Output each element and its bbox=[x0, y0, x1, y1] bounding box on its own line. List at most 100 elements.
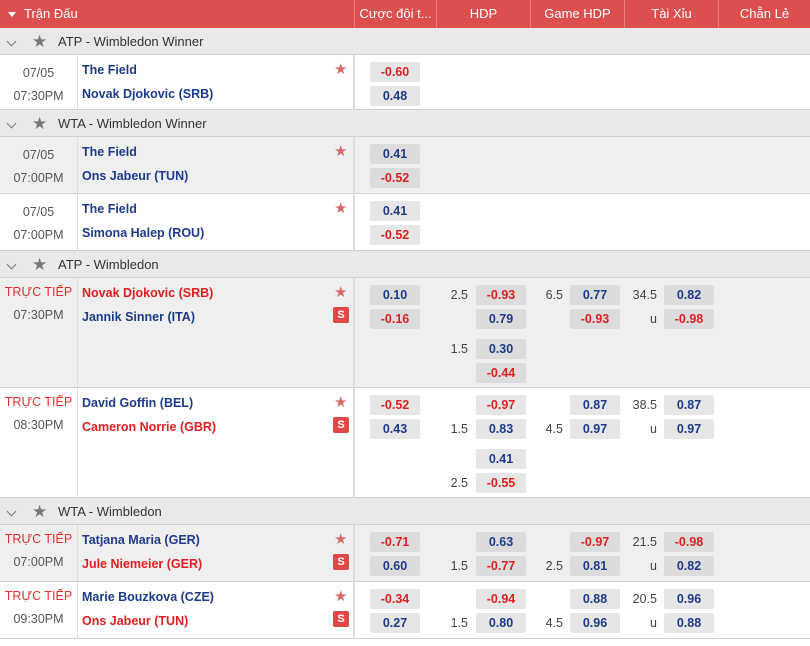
away-team[interactable]: Simona Halep (ROU) bbox=[82, 226, 205, 240]
home-team[interactable]: The Field bbox=[82, 63, 137, 77]
league-name: ATP - Wimbledon bbox=[58, 257, 159, 272]
hdp-away-odd[interactable]: 0.79 bbox=[476, 309, 526, 329]
moneyline-away-odd[interactable]: -0.52 bbox=[370, 168, 420, 188]
col-moneyline[interactable]: Cược đội t... bbox=[354, 0, 436, 28]
under-odd[interactable]: 0.97 bbox=[664, 419, 714, 439]
game-hdp-away-odd[interactable]: -0.93 bbox=[570, 309, 620, 329]
game-hdp-home-odd[interactable]: 0.88 bbox=[570, 589, 620, 609]
over-odd[interactable]: 0.82 bbox=[664, 285, 714, 305]
chevron-down-icon[interactable] bbox=[6, 118, 17, 129]
away-team[interactable]: Ons Jabeur (TUN) bbox=[82, 169, 189, 183]
moneyline-away-odd[interactable]: 0.43 bbox=[370, 419, 420, 439]
moneyline-away-odd[interactable]: -0.16 bbox=[370, 309, 420, 329]
game-hdp-line: 2.5 bbox=[545, 559, 563, 573]
away-team[interactable]: Jannik Sinner (ITA) bbox=[82, 310, 195, 324]
hdp-away-odd[interactable]: 0.80 bbox=[476, 613, 526, 633]
hdp-away-odd[interactable]: 0.83 bbox=[476, 419, 526, 439]
match-hour: 07:00PM bbox=[13, 171, 64, 185]
under-odd[interactable]: -0.98 bbox=[664, 309, 714, 329]
star-icon[interactable]: ★ bbox=[32, 502, 48, 521]
star-icon[interactable]: ★ bbox=[32, 255, 48, 274]
league-name: ATP - Wimbledon Winner bbox=[58, 34, 204, 49]
game-hdp-line: 6.5 bbox=[545, 288, 563, 302]
col-match[interactable]: Trận Đấu bbox=[0, 0, 354, 28]
league-header[interactable]: ★ ATP - Wimbledon bbox=[0, 251, 810, 278]
home-team[interactable]: The Field bbox=[82, 202, 137, 216]
hdp-home-odd[interactable]: -0.97 bbox=[476, 395, 526, 415]
favorite-star-icon[interactable]: ★ bbox=[334, 61, 348, 78]
divider bbox=[354, 137, 355, 194]
live-stream-icon[interactable]: S bbox=[333, 307, 349, 323]
teams-cell: Tatjana Maria (GER) Jule Niemeier (GER) bbox=[78, 525, 354, 582]
moneyline-home-odd[interactable]: 0.41 bbox=[370, 201, 420, 221]
hdp-away-odd[interactable]: -0.44 bbox=[476, 363, 526, 383]
under-label: u bbox=[650, 616, 657, 630]
league-header[interactable]: ★ ATP - Wimbledon Winner bbox=[0, 28, 810, 55]
game-hdp-home-odd[interactable]: 0.77 bbox=[570, 285, 620, 305]
col-hdp[interactable]: HDP bbox=[436, 0, 530, 28]
live-stream-icon[interactable]: S bbox=[333, 417, 349, 433]
over-odd[interactable]: -0.98 bbox=[664, 532, 714, 552]
favorite-star-icon[interactable]: ★ bbox=[334, 588, 348, 605]
home-team[interactable]: The Field bbox=[82, 145, 137, 159]
over-odd[interactable]: 0.96 bbox=[664, 589, 714, 609]
table-header: Trận Đấu Cược đội t... HDP Game HDP Tài … bbox=[0, 0, 810, 28]
moneyline-home-odd[interactable]: -0.52 bbox=[370, 395, 420, 415]
moneyline-home-odd[interactable]: 0.41 bbox=[370, 144, 420, 164]
col-odd-even[interactable]: Chẵn Lẻ bbox=[718, 0, 810, 28]
moneyline-home-odd[interactable]: -0.60 bbox=[370, 62, 420, 82]
home-team[interactable]: Marie Bouzkova (CZE) bbox=[82, 590, 214, 604]
moneyline-home-odd[interactable]: -0.71 bbox=[370, 532, 420, 552]
hdp-away-odd[interactable]: -0.55 bbox=[476, 473, 526, 493]
favorite-star-icon[interactable]: ★ bbox=[334, 531, 348, 548]
moneyline-away-odd[interactable]: 0.60 bbox=[370, 556, 420, 576]
game-hdp-home-odd[interactable]: 0.87 bbox=[570, 395, 620, 415]
game-hdp-away-odd[interactable]: 0.96 bbox=[570, 613, 620, 633]
match-row: 07/05 07:00PM The Field Simona Halep (ROU) ★… bbox=[0, 194, 810, 251]
col-over-under[interactable]: Tài Xỉu bbox=[624, 0, 718, 28]
hdp-home-odd[interactable]: 0.41 bbox=[476, 449, 526, 469]
hdp-away-odd[interactable]: -0.77 bbox=[476, 556, 526, 576]
league-header[interactable]: ★ WTA - Wimbledon bbox=[0, 498, 810, 525]
chevron-down-icon[interactable] bbox=[6, 259, 17, 270]
under-label: u bbox=[650, 312, 657, 326]
over-odd[interactable]: 0.87 bbox=[664, 395, 714, 415]
star-icon[interactable]: ★ bbox=[32, 114, 48, 133]
under-odd[interactable]: 0.82 bbox=[664, 556, 714, 576]
game-hdp-home-odd[interactable]: -0.97 bbox=[570, 532, 620, 552]
chevron-down-icon[interactable] bbox=[6, 506, 17, 517]
chevron-down-icon[interactable] bbox=[6, 36, 17, 47]
hdp-home-odd[interactable]: -0.93 bbox=[476, 285, 526, 305]
under-odd[interactable]: 0.88 bbox=[664, 613, 714, 633]
hdp-home-odd[interactable]: 0.63 bbox=[476, 532, 526, 552]
game-hdp-away-odd[interactable]: 0.81 bbox=[570, 556, 620, 576]
hdp-home-odd[interactable]: 0.30 bbox=[476, 339, 526, 359]
caret-down-icon[interactable] bbox=[8, 12, 16, 18]
hdp-line: 1.5 bbox=[450, 342, 468, 356]
moneyline-away-odd[interactable]: 0.27 bbox=[370, 613, 420, 633]
favorite-star-icon[interactable]: ★ bbox=[334, 200, 348, 217]
league-header[interactable]: ★ WTA - Wimbledon Winner bbox=[0, 110, 810, 137]
home-team[interactable]: Tatjana Maria (GER) bbox=[82, 533, 200, 547]
col-game-hdp[interactable]: Game HDP bbox=[530, 0, 624, 28]
live-stream-icon[interactable]: S bbox=[333, 611, 349, 627]
under-label: u bbox=[650, 422, 657, 436]
moneyline-away-odd[interactable]: -0.52 bbox=[370, 225, 420, 245]
star-icon[interactable]: ★ bbox=[32, 32, 48, 51]
away-team[interactable]: Jule Niemeier (GER) bbox=[82, 557, 203, 571]
live-stream-icon[interactable]: S bbox=[333, 554, 349, 570]
moneyline-home-odd[interactable]: -0.34 bbox=[370, 589, 420, 609]
favorite-star-icon[interactable]: ★ bbox=[334, 143, 348, 160]
away-team[interactable]: Ons Jabeur (TUN) bbox=[82, 614, 189, 628]
favorite-star-icon[interactable]: ★ bbox=[334, 394, 348, 411]
away-team[interactable]: Novak Djokovic (SRB) bbox=[82, 87, 214, 101]
moneyline-away-odd[interactable]: 0.48 bbox=[370, 86, 420, 106]
favorite-star-icon[interactable]: ★ bbox=[334, 284, 348, 301]
away-team[interactable]: Cameron Norrie (GBR) bbox=[82, 420, 217, 434]
match-hour: 09:30PM bbox=[13, 612, 64, 626]
home-team[interactable]: David Goffin (BEL) bbox=[82, 396, 194, 410]
game-hdp-away-odd[interactable]: 0.97 bbox=[570, 419, 620, 439]
hdp-home-odd[interactable]: -0.94 bbox=[476, 589, 526, 609]
moneyline-home-odd[interactable]: 0.10 bbox=[370, 285, 420, 305]
home-team[interactable]: Novak Djokovic (SRB) bbox=[82, 286, 214, 300]
